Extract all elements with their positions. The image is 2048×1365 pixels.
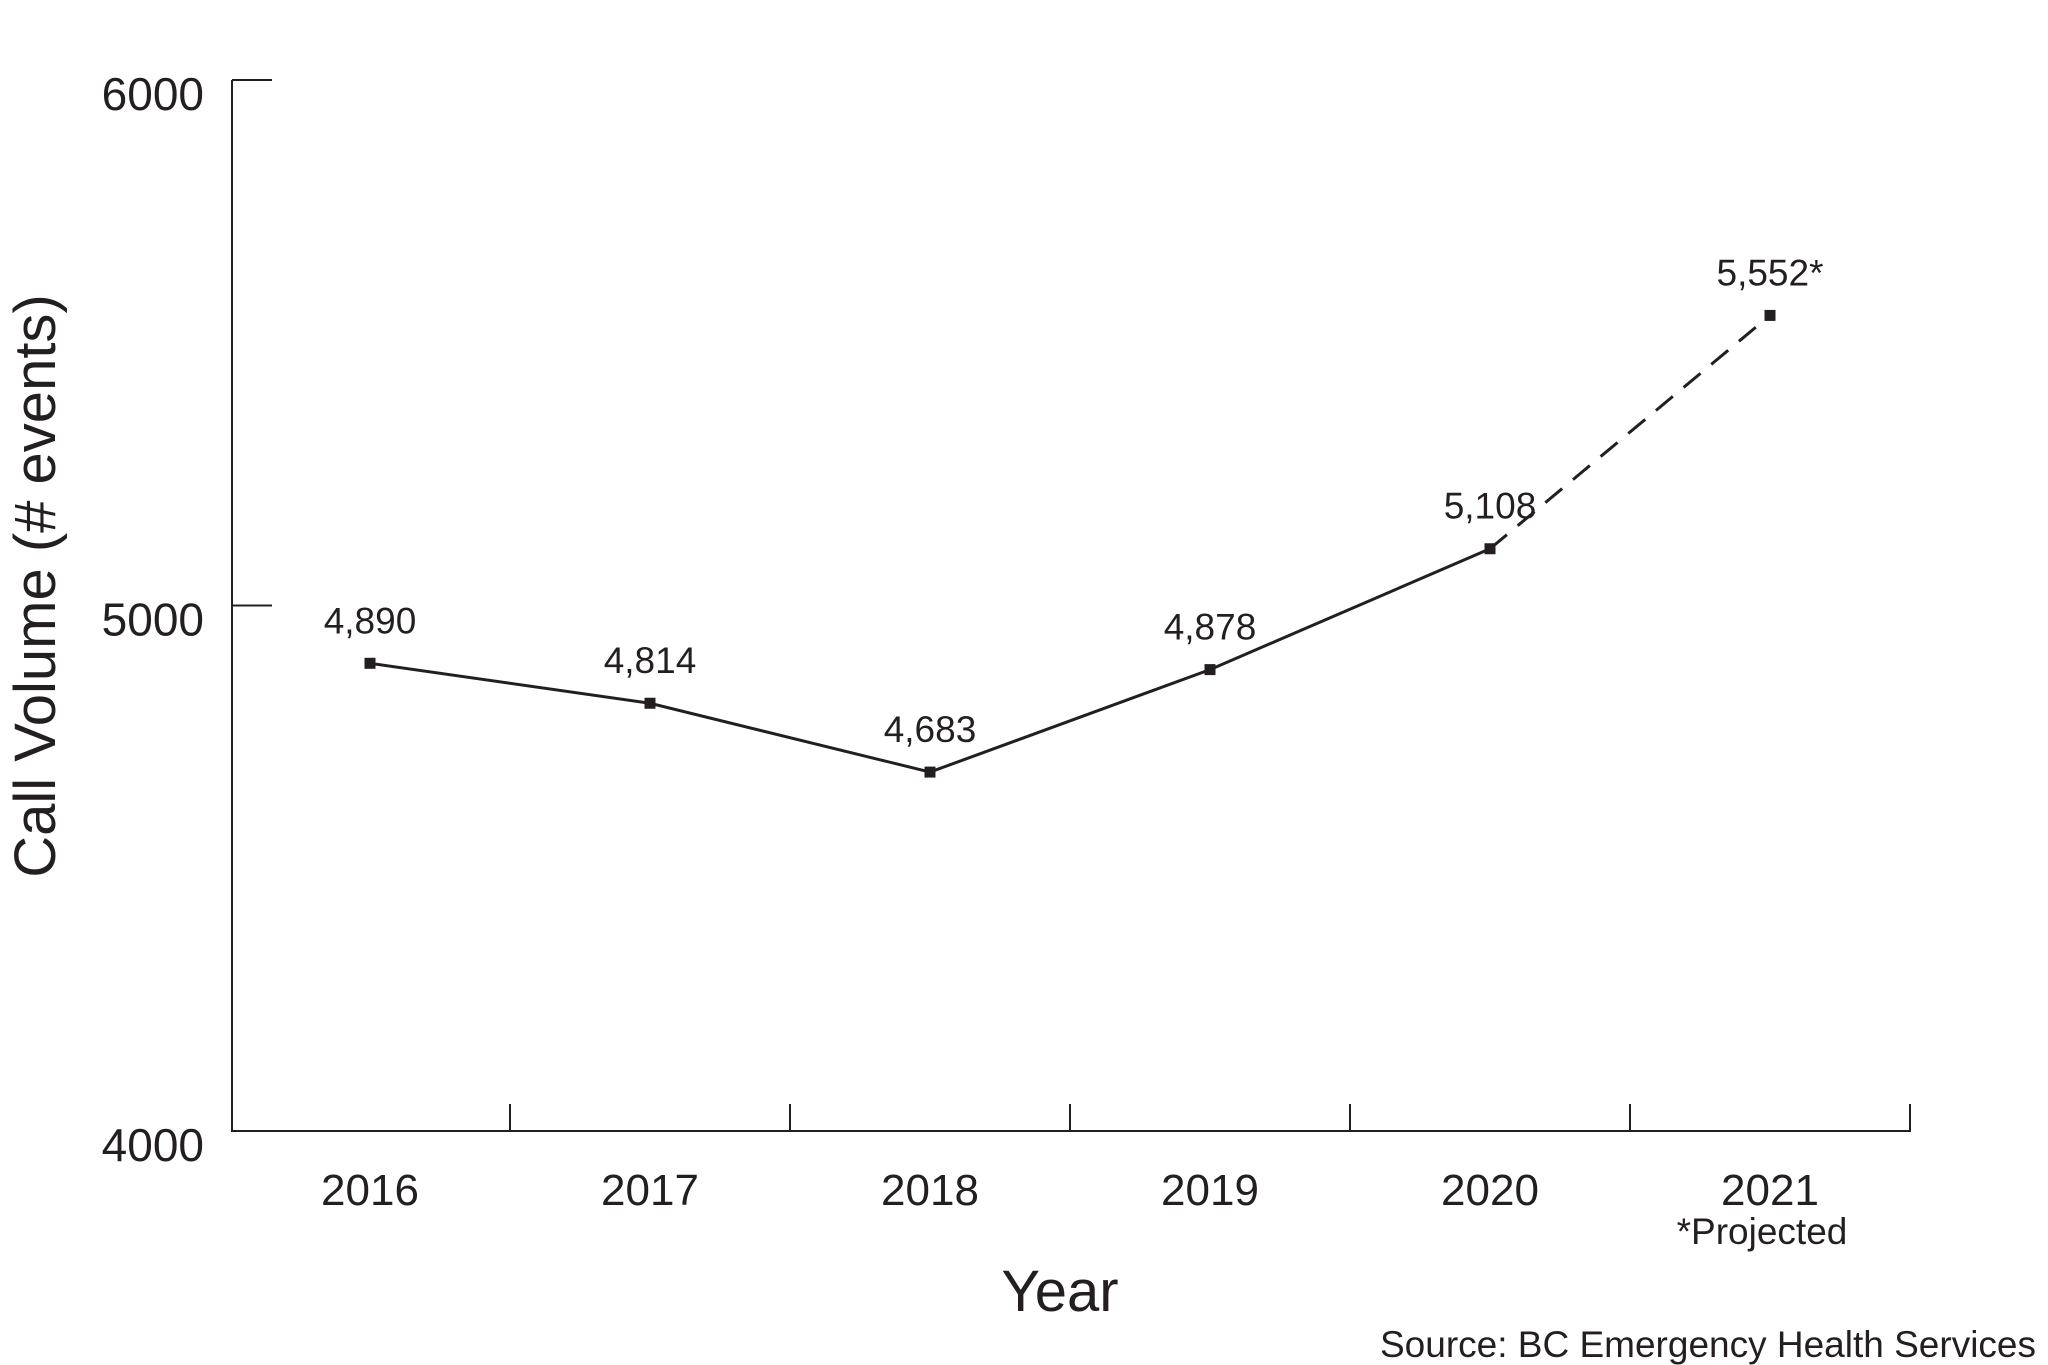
axes: [231, 80, 1911, 1132]
source-note: Source: BC Emergency Health Services: [1380, 1324, 2036, 1365]
y-axis-ticks: 6000 5000 4000: [102, 68, 272, 1171]
data-point-2018: [924, 766, 936, 778]
data-point-2021: [1764, 309, 1776, 321]
data-point-2016: [364, 657, 376, 669]
y-tick-label: 5000: [102, 594, 204, 646]
data-label-2017: 4,814: [604, 640, 697, 681]
x-tick-label: 2021: [1721, 1166, 1819, 1215]
series-line-projected: [1489, 314, 1771, 550]
y-axis-label: Call Volume (# events): [3, 294, 68, 877]
data-label-2018: 4,683: [884, 709, 977, 750]
x-tick-label: 2020: [1441, 1166, 1539, 1215]
data-label-2019: 4,878: [1164, 607, 1257, 648]
y-tick-label: 6000: [102, 68, 204, 120]
data-points: [364, 309, 1776, 778]
data-label-2016: 4,890: [324, 600, 417, 641]
data-point-2017: [644, 697, 656, 709]
data-point-2020: [1484, 543, 1496, 555]
data-label-2020: 5,108: [1444, 486, 1537, 527]
x-tick-label: 2018: [881, 1166, 979, 1215]
data-label-2021: 5,552*: [1717, 252, 1824, 293]
x-axis-ticks: 2016 2017 2018 2019 2020 2021: [321, 1104, 1911, 1215]
x-tick-label: 2017: [601, 1166, 699, 1215]
x-tick-label: 2016: [321, 1166, 419, 1215]
projected-note: *Projected: [1677, 1211, 1848, 1252]
x-axis-label: Year: [1001, 1259, 1118, 1324]
x-tick-label: 2019: [1161, 1166, 1259, 1215]
y-tick-label: 4000: [102, 1119, 204, 1171]
series-line: [369, 314, 1771, 774]
data-labels: 4,890 4,814 4,683 4,878 5,108 5,552*: [324, 252, 1824, 750]
data-point-2019: [1204, 664, 1216, 676]
